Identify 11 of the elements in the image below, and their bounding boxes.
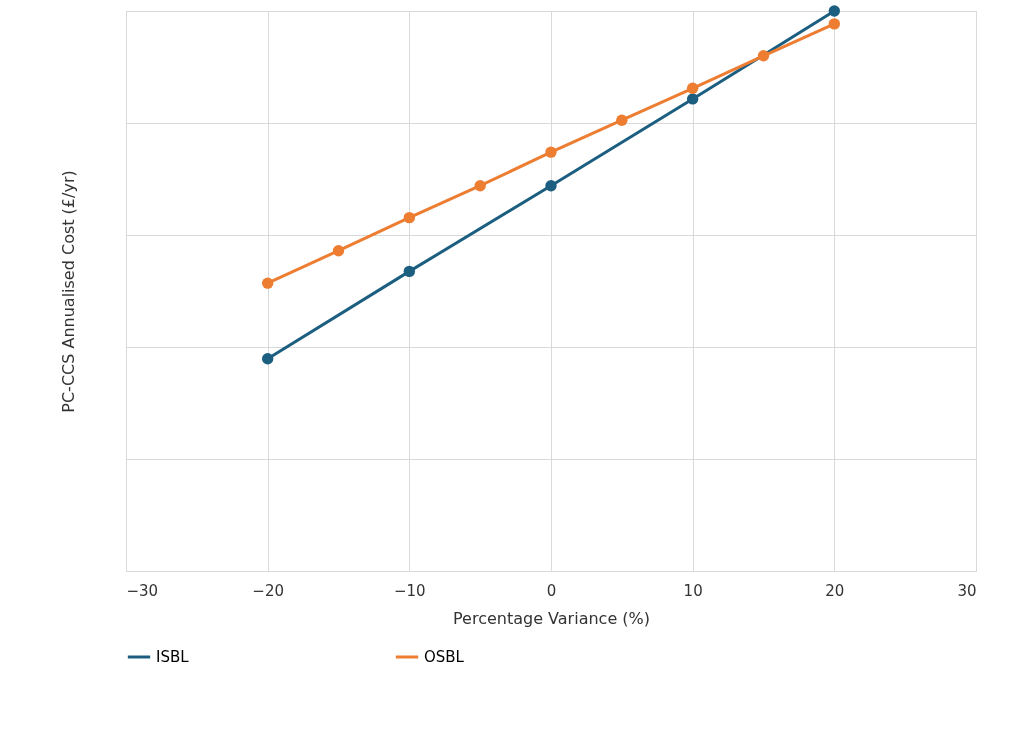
x-tick-label: 10 [683,581,703,600]
x-tick-label: 20 [825,581,845,600]
x-axis-title: Percentage Variance (%) [453,608,650,628]
x-tick-label: 30 [957,581,977,600]
y-axis-title: PC-CCS Annualised Cost (£/yr) [58,170,78,413]
legend-label: OSBL [424,648,465,666]
x-tick-label: −20 [252,581,284,600]
x-tick-label: 0 [546,581,557,600]
x-tick-label: −30 [126,581,159,600]
legend-label: ISBL [156,648,190,666]
x-tick-label: −10 [394,581,426,600]
